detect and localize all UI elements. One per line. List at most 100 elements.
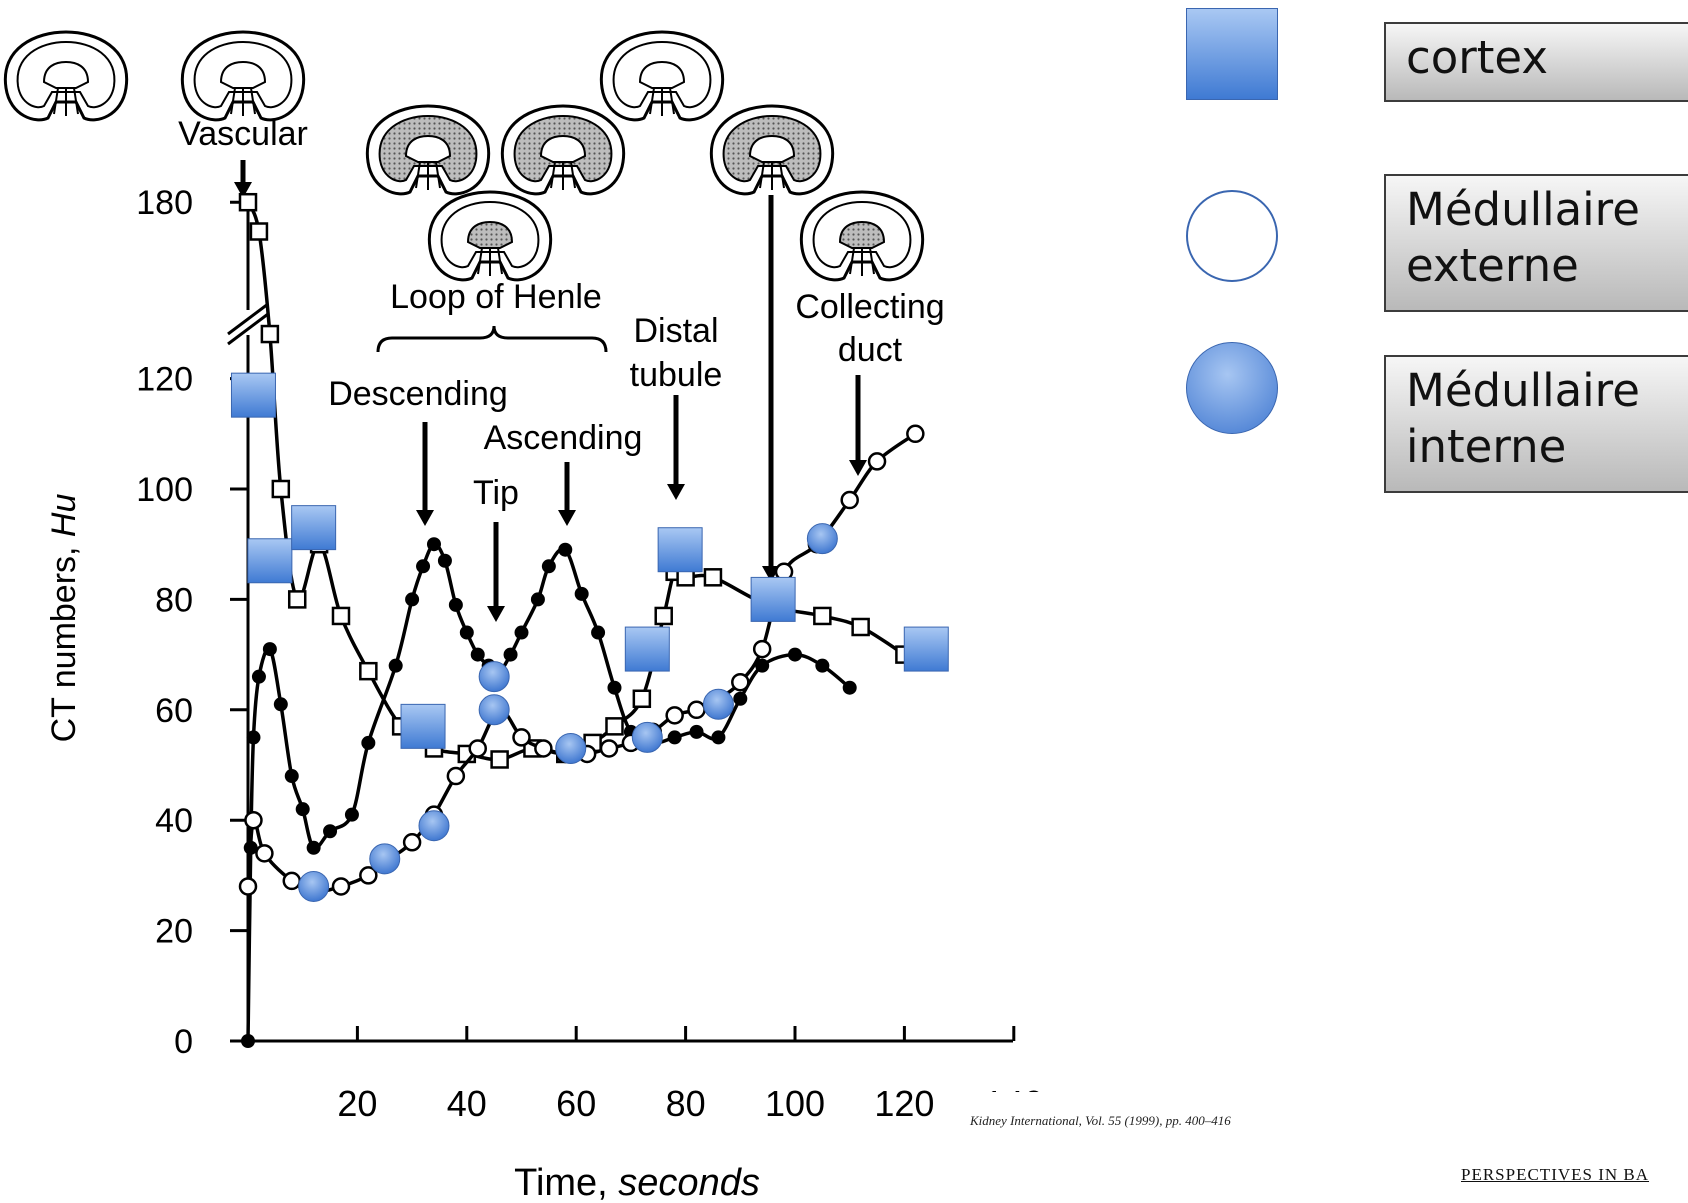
- series-point-open: [731, 672, 750, 692]
- series-point-filled: [246, 730, 261, 745]
- series-point-open: [255, 844, 274, 863]
- annotation-collecting-1: Collecting: [795, 288, 944, 326]
- overlay-cortex-square: [657, 527, 703, 573]
- kidney-icons: [3, 30, 925, 282]
- legend-label-cortex: cortex: [1406, 31, 1548, 84]
- series-point-filled: [733, 691, 748, 706]
- series-point-filled: [689, 724, 704, 739]
- series-point-filled: [241, 1034, 255, 1048]
- kidney-medulla: [219, 60, 267, 89]
- series-point-filled: [344, 807, 359, 822]
- kidney-ureter: [477, 247, 503, 276]
- kidney-medulla: [638, 60, 686, 89]
- footer-text: PERSPECTIVES IN BA: [1461, 1165, 1650, 1184]
- kidney-icon: [365, 104, 491, 196]
- annotation-distal-1: Distal: [633, 312, 718, 350]
- x-tick-label-cover: [985, 1092, 1045, 1122]
- series-point-open: [446, 766, 466, 786]
- series-point-square: [632, 689, 652, 709]
- overlay-markers: [230, 372, 949, 902]
- series-point-filled: [323, 824, 338, 839]
- annotation-arrow-head-3: [558, 510, 576, 526]
- series-point-filled: [416, 559, 431, 574]
- overlay-cortex-square: [247, 538, 293, 584]
- overlay-interne-circle: [418, 810, 450, 842]
- annotation-arrow-head-4: [667, 484, 685, 500]
- series-point-filled: [437, 553, 452, 568]
- y-tick-label-60: 60: [155, 692, 193, 730]
- annotation-arrow-head-6: [849, 460, 867, 476]
- annotation-arrow-head-2: [487, 606, 505, 622]
- series-point-open: [512, 728, 531, 747]
- loop-of-henle-brace: [376, 325, 608, 353]
- overlay-interne-circle: [369, 843, 401, 875]
- series-point-filled: [558, 542, 573, 557]
- overlay-interne-circle: [702, 688, 734, 720]
- kidney-icon: [709, 104, 835, 196]
- kidney-ureter: [415, 161, 441, 190]
- annotation-arrow-head-0: [234, 182, 252, 198]
- overlay-cortex-square: [230, 372, 276, 418]
- series-point-square: [359, 661, 378, 681]
- overlay-interne-circle: [478, 661, 510, 693]
- series-point-filled: [591, 625, 606, 640]
- series-point-square: [851, 617, 870, 637]
- legend-label-interne-line1: Médullaire: [1406, 364, 1640, 417]
- overlay-interne-circle: [298, 870, 330, 902]
- y-tick-label-40: 40: [155, 802, 193, 840]
- overlay-interne-circle: [631, 721, 663, 753]
- x-tick-label-40: 40: [447, 1083, 487, 1124]
- series-point-open: [282, 871, 302, 891]
- overlay-cortex-square: [400, 703, 446, 749]
- series-point-filled: [388, 658, 403, 673]
- x-tick-label-60: 60: [556, 1083, 596, 1124]
- legend-marker-medullaire-externe: [1186, 190, 1278, 282]
- series-point-filled: [448, 597, 463, 612]
- series-point-open: [665, 706, 684, 725]
- series-point-open: [687, 700, 706, 720]
- annotation-arrow-head-1: [416, 510, 434, 526]
- series-point-open: [331, 877, 351, 896]
- x-tick-label-20: 20: [337, 1083, 377, 1124]
- series-point-square: [260, 324, 280, 344]
- series-point-filled: [541, 559, 556, 574]
- kidney-icon: [599, 30, 725, 122]
- series-point-square: [249, 222, 269, 241]
- overlay-cortex-square: [903, 626, 949, 672]
- legend-marker-medullaire-interne: [1186, 342, 1278, 434]
- kidney-medulla: [404, 134, 452, 163]
- y-tick-label-80: 80: [155, 581, 193, 619]
- kidney-ureter: [53, 87, 79, 116]
- x-ticks: 20406080100120140: [337, 1026, 1045, 1124]
- series-point-open: [867, 452, 887, 471]
- series-point-filled: [607, 680, 622, 695]
- overlay-interne-circle: [478, 694, 510, 726]
- y-tick-label-0: 0: [174, 1023, 193, 1061]
- legend-label-externe-line2: externe: [1406, 239, 1579, 293]
- kidney-ureter: [230, 87, 256, 116]
- series-point-open: [244, 810, 263, 830]
- y-tick-label-120: 120: [136, 361, 193, 399]
- series-point-filled: [262, 642, 277, 657]
- axis-break-1: [227, 302, 269, 336]
- kidney-icon: [3, 30, 129, 122]
- series-point-open: [599, 739, 619, 758]
- series-point-filled: [503, 647, 518, 662]
- y-tick-label-20: 20: [155, 913, 193, 951]
- series-point-square: [654, 606, 673, 626]
- kidney-icon: [799, 190, 925, 282]
- axis-break-2: [227, 312, 269, 346]
- series-point-open: [840, 490, 859, 510]
- series-point-filled: [514, 625, 529, 640]
- series-point-filled: [667, 730, 682, 745]
- x-tick-label-120: 120: [874, 1083, 934, 1124]
- y-axis-label: CT numbers, Hu: [45, 494, 83, 743]
- series-point-filled: [295, 802, 310, 817]
- kidney-medulla: [539, 134, 587, 163]
- kidney-ureter: [849, 247, 875, 276]
- annotation-ascending: Ascending: [484, 419, 643, 457]
- series-point-filled: [459, 625, 474, 640]
- series-point-filled: [251, 669, 266, 684]
- kidney-medulla: [466, 220, 514, 249]
